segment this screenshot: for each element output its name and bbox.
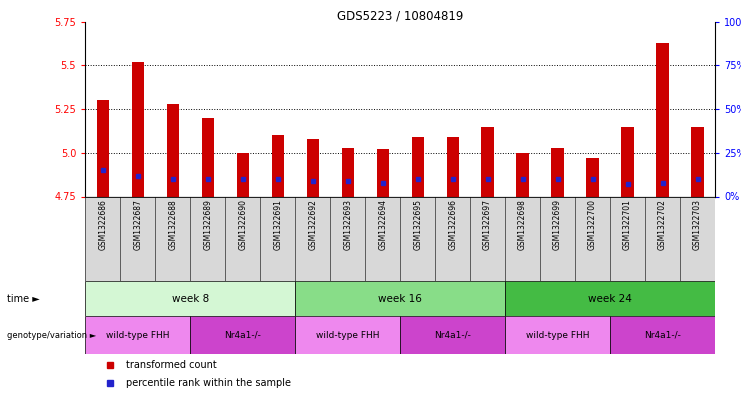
Bar [132,62,144,196]
Text: GSM1322686: GSM1322686 [99,199,107,250]
Text: GSM1322703: GSM1322703 [693,199,702,250]
Text: GSM1322694: GSM1322694 [378,199,387,250]
Bar [586,158,599,196]
Text: GSM1322687: GSM1322687 [133,199,142,250]
Bar [516,153,529,196]
Text: Nr4a1-/-: Nr4a1-/- [225,331,261,340]
Text: GSM1322698: GSM1322698 [518,199,527,250]
Text: time ►: time ► [7,294,40,304]
Text: GSM1322696: GSM1322696 [448,199,457,250]
Bar [271,135,284,196]
Text: week 24: week 24 [588,294,632,304]
Text: wild-type FHH: wild-type FHH [106,331,170,340]
Bar [447,137,459,196]
Bar [295,316,400,354]
Text: GSM1322688: GSM1322688 [168,199,177,250]
Text: GSM1322702: GSM1322702 [658,199,667,250]
Bar [505,316,610,354]
Text: GSM1322690: GSM1322690 [238,199,247,250]
Bar [482,127,494,196]
Text: GSM1322692: GSM1322692 [308,199,317,250]
Text: week 8: week 8 [172,294,209,304]
Text: week 16: week 16 [378,294,422,304]
Bar [691,127,704,196]
Bar [411,137,424,196]
Text: Nr4a1-/-: Nr4a1-/- [644,331,681,340]
Bar [167,104,179,196]
Text: GSM1322691: GSM1322691 [273,199,282,250]
Bar [85,281,295,316]
Bar [190,316,295,354]
Bar [202,118,214,196]
Bar [85,316,190,354]
Text: GSM1322695: GSM1322695 [413,199,422,250]
Bar [505,281,715,316]
Text: GSM1322689: GSM1322689 [203,199,212,250]
Text: GDS5223 / 10804819: GDS5223 / 10804819 [337,10,463,23]
Text: GSM1322693: GSM1322693 [343,199,352,250]
Bar [551,147,564,196]
Text: wild-type FHH: wild-type FHH [316,331,379,340]
Bar [236,153,249,196]
Text: GSM1322697: GSM1322697 [483,199,492,250]
Text: GSM1322700: GSM1322700 [588,199,597,250]
Bar [376,149,389,196]
Text: GSM1322699: GSM1322699 [553,199,562,250]
Bar [295,281,505,316]
Text: genotype/variation ►: genotype/variation ► [7,331,96,340]
Text: transformed count: transformed count [126,360,217,371]
Bar [610,316,715,354]
Bar [622,127,634,196]
Bar [96,100,109,196]
Bar [400,316,505,354]
Bar [342,147,353,196]
Text: wild-type FHH: wild-type FHH [526,331,589,340]
Text: GSM1322701: GSM1322701 [623,199,632,250]
Text: percentile rank within the sample: percentile rank within the sample [126,378,291,388]
Text: Nr4a1-/-: Nr4a1-/- [434,331,471,340]
Bar [657,42,668,196]
Bar [307,139,319,196]
